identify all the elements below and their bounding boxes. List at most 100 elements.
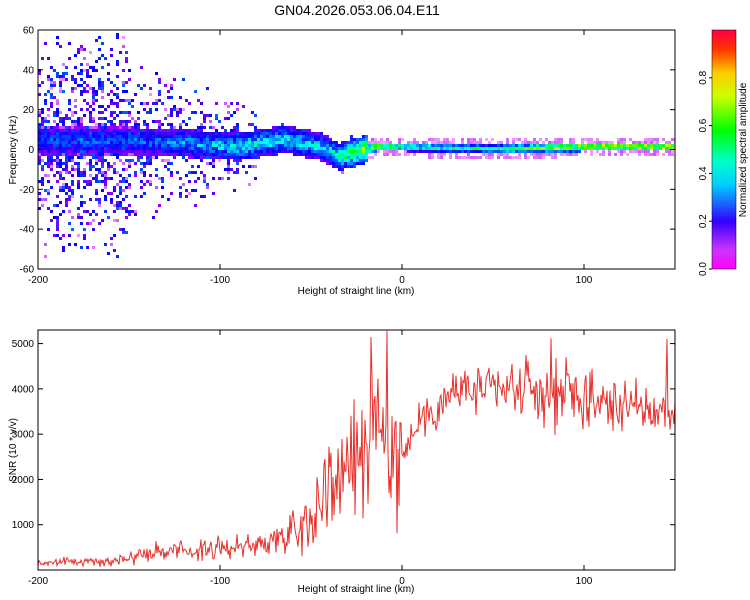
spectrogram-cell (515, 138, 518, 141)
spectrogram-cell (176, 144, 179, 147)
spectrogram-cell (470, 138, 473, 141)
spectrogram-cell (131, 126, 134, 129)
spectrogram-cell (170, 123, 173, 126)
spectrogram-cell (95, 198, 98, 201)
spectrogram-cell (92, 69, 95, 72)
spectrogram-cell (389, 141, 392, 144)
spectrogram-cell (50, 168, 53, 171)
spectrogram-cell (104, 177, 107, 180)
spectrogram-cell (545, 138, 548, 141)
spectrogram-cell (329, 153, 332, 156)
spectrogram-cell (242, 153, 245, 156)
spectrogram-cell (77, 165, 80, 168)
spectrogram-cell (227, 132, 230, 135)
spectrogram-cell (122, 69, 125, 72)
spectrogram-cell (179, 195, 182, 198)
spectrogram-cell (503, 153, 506, 156)
spectrogram-cell (113, 123, 116, 126)
spectrogram-cell (116, 171, 119, 174)
spectrogram-cell (155, 120, 158, 123)
spectrogram-cell (89, 111, 92, 114)
spectrogram-cell (173, 138, 176, 141)
spectrogram-cell (602, 144, 605, 147)
spectrogram-cell (104, 108, 107, 111)
spectrogram-cell (422, 144, 425, 147)
spectrogram-cell (191, 132, 194, 135)
spectrogram-cell (203, 114, 206, 117)
spectrogram-cell (206, 156, 209, 159)
spectrogram-cell (284, 141, 287, 144)
spectrogram-cell (173, 132, 176, 135)
spectrogram-cell (122, 153, 125, 156)
spectrogram-cell (206, 114, 209, 117)
spectrogram-cell (65, 138, 68, 141)
spectrogram-cell (287, 141, 290, 144)
spectrogram-cell (77, 174, 80, 177)
spectrogram-cell (428, 156, 431, 159)
spectrogram-cell (56, 219, 59, 222)
spectrogram-cell (671, 144, 674, 147)
spectrogram-cell (56, 162, 59, 165)
spectrogram-cell (332, 156, 335, 159)
spectrogram-cell (425, 144, 428, 147)
colorbar-tick-label: 0.8 (698, 70, 709, 84)
spectrogram-cell (110, 243, 113, 246)
spectrogram-cell (56, 138, 59, 141)
spectrogram-cell (299, 132, 302, 135)
spectrogram-cell (47, 144, 50, 147)
spectrogram-cell (185, 123, 188, 126)
spectrogram-cell (440, 156, 443, 159)
spectrogram-cell (557, 144, 560, 147)
spectrogram-cell (557, 150, 560, 153)
spectrogram-cell (221, 147, 224, 150)
spectrogram-cell (179, 123, 182, 126)
spectrogram-cell (77, 126, 80, 129)
spectrogram-cell (521, 144, 524, 147)
spectrogram-cell (134, 150, 137, 153)
spectrogram-cell (47, 150, 50, 153)
spectrogram-cell (80, 93, 83, 96)
spectrogram-cell (332, 147, 335, 150)
spectrogram-cell (305, 153, 308, 156)
spectrogram-cell (281, 150, 284, 153)
spectrogram-cell (203, 144, 206, 147)
spectrogram-cell (269, 144, 272, 147)
spectrogram-cell (80, 216, 83, 219)
spectrogram-cell (89, 129, 92, 132)
spectrogram-cell (302, 138, 305, 141)
spectrogram-cell (347, 150, 350, 153)
spectrogram-cell (653, 141, 656, 144)
spectrogram-cell (86, 132, 89, 135)
spectrogram-cell (311, 138, 314, 141)
spectrogram-cell (449, 156, 452, 159)
spectrogram-cell (59, 78, 62, 81)
spectrogram-cell (200, 195, 203, 198)
spectrogram-cell (194, 132, 197, 135)
spectrogram-cell (233, 189, 236, 192)
spectrogram-cell (50, 84, 53, 87)
spectrogram-cell (182, 120, 185, 123)
spectrogram-cell (236, 138, 239, 141)
spectrogram-cell (137, 123, 140, 126)
spectrogram-cell (119, 204, 122, 207)
spectrogram-cell (407, 144, 410, 147)
spectrogram-cell (248, 138, 251, 141)
spectrogram-cell (128, 174, 131, 177)
spectrogram-cell (50, 78, 53, 81)
spectrogram-cell (425, 141, 428, 144)
y-tick-label: -40 (20, 225, 35, 236)
spectrogram-cell (143, 102, 146, 105)
spectrogram-cell (530, 144, 533, 147)
spectrogram-cell (362, 156, 365, 159)
spectrogram-cell (629, 147, 632, 150)
spectrogram-cell (125, 150, 128, 153)
spectrogram-cell (92, 150, 95, 153)
spectrogram-cell (167, 129, 170, 132)
spectrogram-cell (116, 126, 119, 129)
spectrogram-cell (137, 84, 140, 87)
spectrogram-cell (182, 141, 185, 144)
spectrogram-cell (83, 156, 86, 159)
spectrogram-cell (167, 141, 170, 144)
spectrogram-cell (557, 138, 560, 141)
spectrogram-cell (74, 138, 77, 141)
